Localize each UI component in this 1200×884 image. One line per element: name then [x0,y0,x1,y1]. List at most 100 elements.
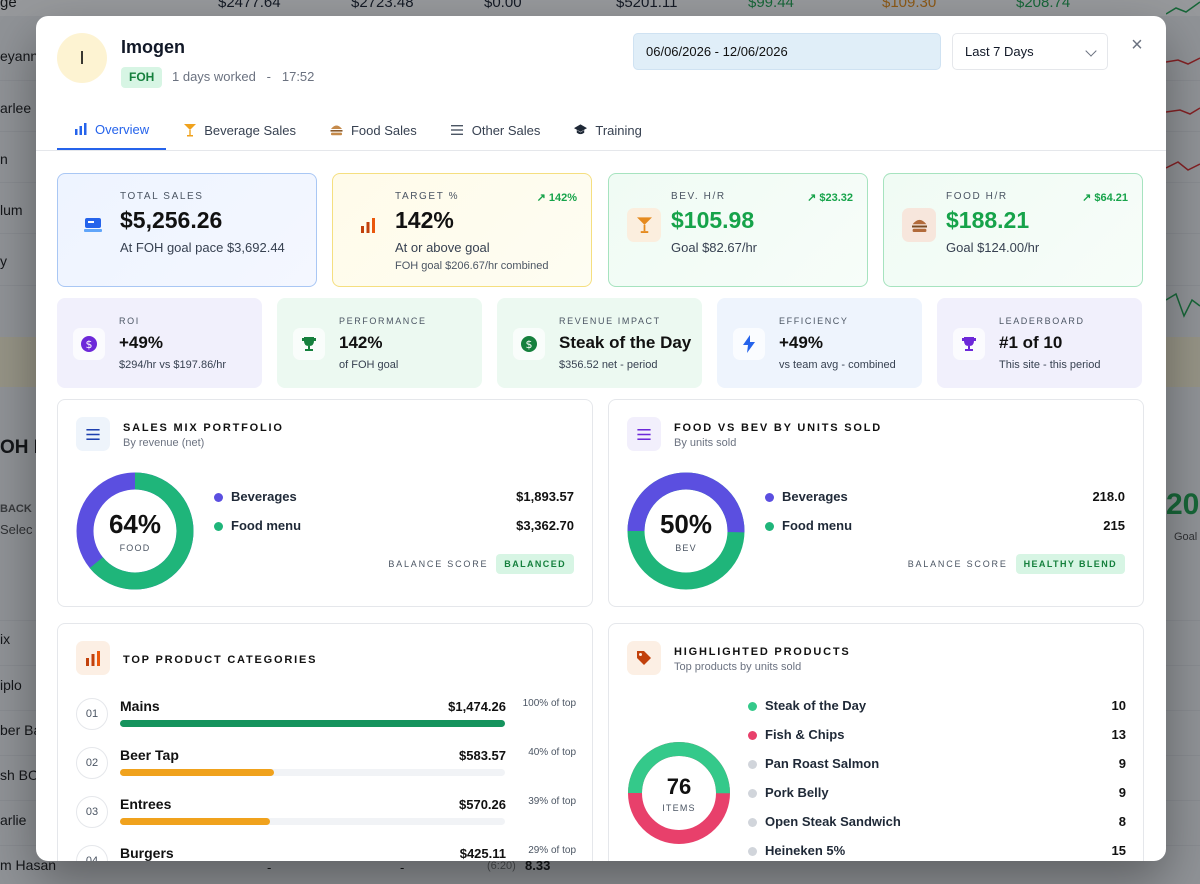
mini-value: +49% [779,333,823,352]
mini-value: 142% [339,333,383,352]
kpi-card-bev-hr: BEV. H/R ↗ $23.32 $105.98 Goal $82.67/hr [608,173,868,287]
panel-subtitle: Top products by units sold [674,661,802,673]
kpi-card-food-hr: FOOD H/R ↗ $64.21 $188.21 Goal $124.00/h… [883,173,1143,287]
category-value: $570.26 [459,797,506,812]
category-percent: 40% of top [528,747,576,758]
mini-label: ROI [119,316,140,326]
product-dot [748,847,757,856]
legend-row-beverages: Beverages $1,893.57 [214,488,574,508]
mini-card-performance: PERFORMANCE 142% of FOH goal [277,298,482,388]
burger-icon [330,124,343,137]
category-bar-track [120,769,505,776]
close-button[interactable]: × [1126,34,1148,56]
category-rank: 01 [76,698,108,730]
panel-title: HIGHLIGHTED PRODUCTS [674,646,851,658]
mini-card-leaderboard: LEADERBOARD #1 of 10 This site - this pe… [937,298,1142,388]
bg-cell: $208.74 [1016,0,1071,11]
tab-label: Beverage Sales [204,122,296,138]
category-bar-fill [120,769,274,776]
product-name: Heineken 5% [765,843,846,858]
tab-training[interactable]: Training [557,110,658,150]
bar-chart-icon [351,208,385,242]
bg-row-label: n [0,151,8,167]
panel-title: TOP PRODUCT CATEGORIES [123,654,318,666]
category-percent: 39% of top [528,796,576,807]
legend-name: Food menu [782,518,853,533]
legend-row-food: Food menu $3,362.70 [214,517,574,537]
bg-row-label: arlee [0,100,32,116]
cocktail-icon [183,123,196,137]
category-row: 01 Mains $1,474.26 100% of top [76,698,576,738]
bg-row-label: ix [0,631,11,647]
donut-slice-beverages [627,472,745,590]
register-icon [76,208,110,242]
category-percent: 29% of top [528,845,576,856]
bg-section-title: OH H [0,437,36,458]
avatar: I [57,33,107,83]
bg-cell: - [267,860,272,875]
bg-cell: $99.44 [748,0,794,11]
category-row: 03 Entrees $570.26 39% of top [76,796,576,836]
kpi-trend: ↗ $64.21 [1082,192,1128,204]
product-row: Open Steak Sandwich 8 [748,814,1126,834]
date-range-picker[interactable]: 06/06/2026 - 12/06/2026 [633,33,941,70]
product-count: 15 [1111,843,1126,858]
product-row: Pan Roast Salmon 9 [748,756,1126,776]
period-select[interactable]: Last 7 Days [952,33,1108,70]
category-value: $1,474.26 [448,699,506,714]
category-value: $425.11 [459,846,506,861]
mini-value: #1 of 10 [999,333,1063,352]
product-count: 10 [1111,698,1126,713]
legend-value: $1,893.57 [516,489,574,504]
balance-score: BALANCE SCORE BALANCED [388,554,574,574]
employee-name: Imogen [121,37,186,57]
mini-subtext: This site - this period [999,359,1101,371]
donut-center-value: 76 [666,773,692,799]
tab-bar: Overview Beverage Sales Food Sales Other… [57,110,659,150]
bar-chart-icon [74,123,87,136]
items-donut: 76 ITEMS [627,741,731,845]
product-count: 8 [1118,814,1126,829]
donut-center-label: BEV [675,543,697,553]
tab-overview[interactable]: Overview [57,110,167,150]
highlighted-products-panel: HIGHLIGHTED PRODUCTS Top products by uni… [608,623,1144,861]
bg-row-label: iplo [0,677,22,693]
bg-cell: $0.00 [484,0,522,11]
tab-food-sales[interactable]: Food Sales [313,110,434,150]
dollar-circle-icon: $ [513,328,545,360]
bg-cell: (6:20) [487,860,516,872]
product-name: Fish & Chips [765,727,845,742]
hours-worked: 17:52 [281,69,315,84]
panel-title: SALES MIX PORTFOLIO [123,422,284,434]
bg-row-label: ber Ba [0,722,36,738]
kpi-subtext: Goal $82.67/hr [671,240,758,255]
donut-center-label: ITEMS [662,802,696,813]
product-count: 9 [1118,756,1126,771]
legend-row-beverages: Beverages 218.0 [765,488,1125,508]
bg-label: Selec [0,522,33,537]
tab-beverage-sales[interactable]: Beverage Sales [166,110,313,150]
donut-center-value: 64% [108,509,162,539]
top-categories-panel: TOP PRODUCT CATEGORIES 01 Mains $1,474.2… [57,623,593,861]
product-name: Pork Belly [765,785,829,800]
tab-other-sales[interactable]: Other Sales [434,110,558,150]
balance-score: BALANCE SCORE HEALTHY BLEND [908,554,1125,574]
category-name: Burgers [120,845,174,861]
meta-separator: - [266,69,272,84]
bg-value: 20 [1166,488,1200,521]
mini-value: +49% [119,333,163,352]
product-row: Heineken 5% 15 [748,843,1126,861]
legend-value: 215 [1103,518,1125,533]
panel-title: FOOD VS BEV BY UNITS SOLD [674,422,882,434]
kpi-card-total-sales: TOTAL SALES $5,256.26 At FOH goal pace $… [57,173,317,287]
days-worked: 1 days worked [172,69,256,84]
kpi-subtext: Goal $124.00/hr [946,240,1040,255]
bg-row-label: lum [0,202,23,218]
kpi-trend: ↗ $23.32 [807,192,853,204]
category-rank: 04 [76,845,108,861]
bg-cell: $2477.64 [218,0,281,11]
mini-label: PERFORMANCE [339,316,427,326]
product-name: Steak of the Day [765,698,867,713]
units-donut: 50% BEV [627,472,745,590]
balance-score-label: BALANCE SCORE [907,559,1008,569]
